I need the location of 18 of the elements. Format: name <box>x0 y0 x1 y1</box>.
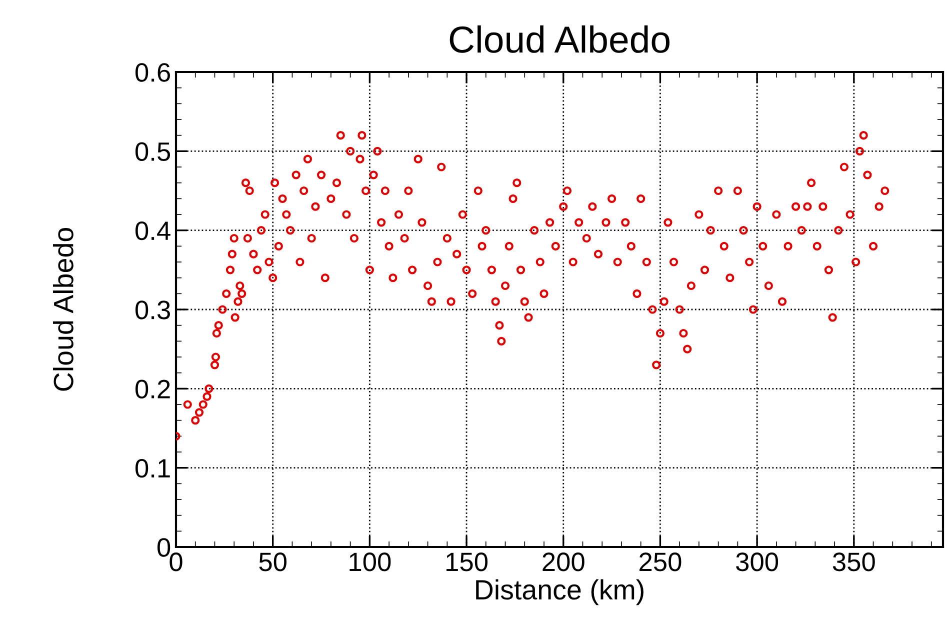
y-tick-label: 0.3 <box>135 300 170 320</box>
x-tick-label: 350 <box>832 552 875 572</box>
y-tick-label: 0.1 <box>135 458 170 478</box>
x-tick-label: 250 <box>640 552 682 572</box>
y-tick-label: 0.6 <box>135 63 170 82</box>
chart-title: Cloud Albedo <box>450 25 670 53</box>
x-tick-label: 150 <box>446 552 488 572</box>
x-tick-label: 200 <box>542 552 584 572</box>
y-tick-label: 0.5 <box>135 142 170 161</box>
x-tick-label: 50 <box>259 552 286 572</box>
x-axis-title: Distance (km) <box>476 579 644 606</box>
y-tick-label: 0.4 <box>135 221 170 240</box>
y-tick-label: 0 <box>157 538 170 557</box>
x-tick-label: 0 <box>170 552 182 572</box>
x-tick-label: 100 <box>350 552 391 572</box>
y-axis-title: Cloud Albedo <box>53 228 74 391</box>
y-tick-label: 0.2 <box>135 380 170 398</box>
x-tick-label: 300 <box>736 552 778 572</box>
